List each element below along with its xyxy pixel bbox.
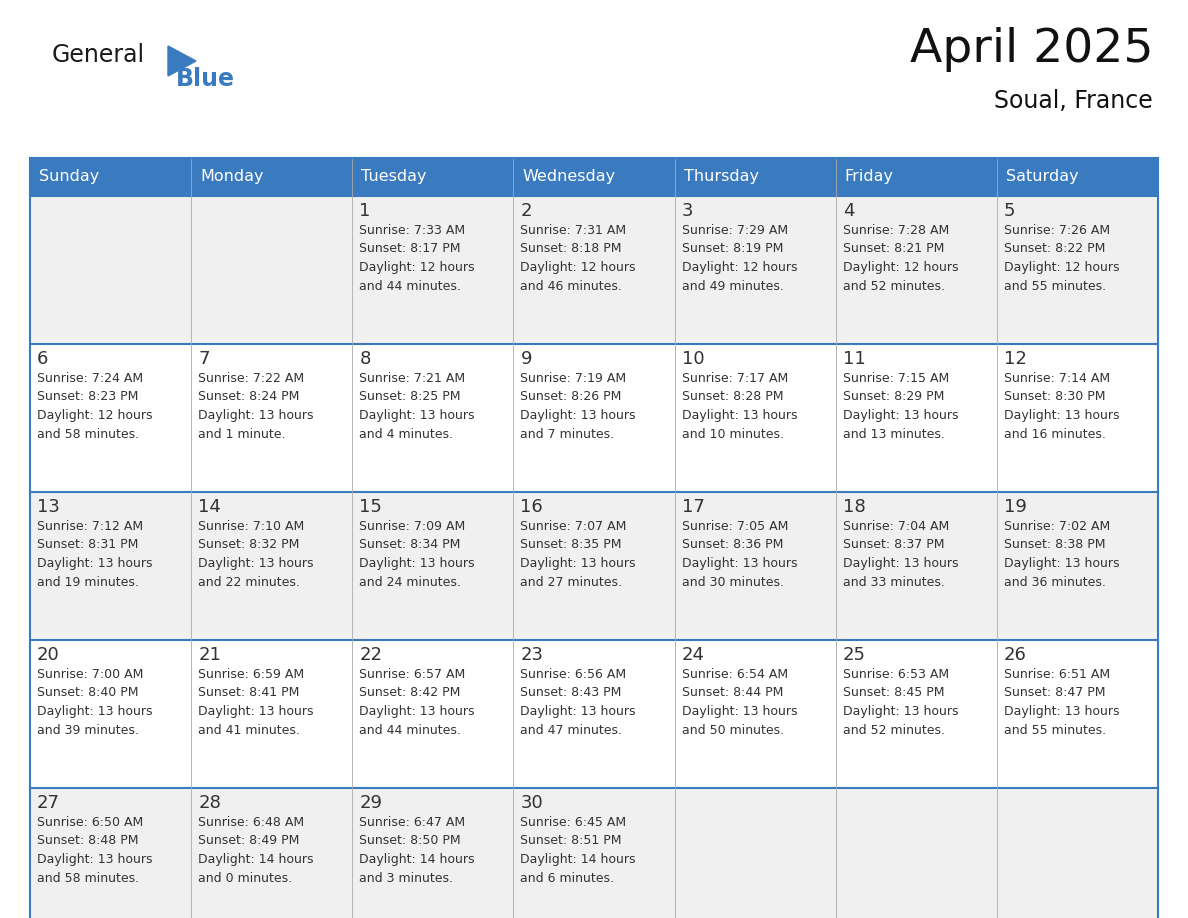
Text: Sunday: Sunday <box>39 170 100 185</box>
Bar <box>30 492 1158 640</box>
Text: 18: 18 <box>842 498 866 516</box>
Text: 11: 11 <box>842 350 866 368</box>
Text: Sunrise: 7:26 AM
Sunset: 8:22 PM
Daylight: 12 hours
and 55 minutes.: Sunrise: 7:26 AM Sunset: 8:22 PM Dayligh… <box>1004 224 1119 293</box>
Text: Sunrise: 7:09 AM
Sunset: 8:34 PM
Daylight: 13 hours
and 24 minutes.: Sunrise: 7:09 AM Sunset: 8:34 PM Dayligh… <box>359 520 475 588</box>
Text: 26: 26 <box>1004 646 1026 664</box>
Text: Soual, France: Soual, France <box>994 89 1154 113</box>
Bar <box>30 158 1158 196</box>
Text: Sunrise: 7:22 AM
Sunset: 8:24 PM
Daylight: 13 hours
and 1 minute.: Sunrise: 7:22 AM Sunset: 8:24 PM Dayligh… <box>198 372 314 441</box>
Text: 30: 30 <box>520 794 543 812</box>
Text: Sunrise: 6:51 AM
Sunset: 8:47 PM
Daylight: 13 hours
and 55 minutes.: Sunrise: 6:51 AM Sunset: 8:47 PM Dayligh… <box>1004 668 1119 736</box>
Text: 19: 19 <box>1004 498 1026 516</box>
Text: 21: 21 <box>198 646 221 664</box>
Text: 14: 14 <box>198 498 221 516</box>
Text: 13: 13 <box>37 498 59 516</box>
Text: Sunrise: 7:04 AM
Sunset: 8:37 PM
Daylight: 13 hours
and 33 minutes.: Sunrise: 7:04 AM Sunset: 8:37 PM Dayligh… <box>842 520 959 588</box>
Text: Sunrise: 6:48 AM
Sunset: 8:49 PM
Daylight: 14 hours
and 0 minutes.: Sunrise: 6:48 AM Sunset: 8:49 PM Dayligh… <box>198 816 314 885</box>
Text: Tuesday: Tuesday <box>361 170 426 185</box>
Text: Sunrise: 7:17 AM
Sunset: 8:28 PM
Daylight: 13 hours
and 10 minutes.: Sunrise: 7:17 AM Sunset: 8:28 PM Dayligh… <box>682 372 797 441</box>
Text: Sunrise: 6:47 AM
Sunset: 8:50 PM
Daylight: 14 hours
and 3 minutes.: Sunrise: 6:47 AM Sunset: 8:50 PM Dayligh… <box>359 816 475 885</box>
Text: Sunrise: 7:29 AM
Sunset: 8:19 PM
Daylight: 12 hours
and 49 minutes.: Sunrise: 7:29 AM Sunset: 8:19 PM Dayligh… <box>682 224 797 293</box>
Text: Sunrise: 7:28 AM
Sunset: 8:21 PM
Daylight: 12 hours
and 52 minutes.: Sunrise: 7:28 AM Sunset: 8:21 PM Dayligh… <box>842 224 959 293</box>
Text: Sunrise: 6:56 AM
Sunset: 8:43 PM
Daylight: 13 hours
and 47 minutes.: Sunrise: 6:56 AM Sunset: 8:43 PM Dayligh… <box>520 668 636 736</box>
Text: General: General <box>52 43 145 67</box>
Text: 1: 1 <box>359 202 371 220</box>
Text: Sunrise: 7:33 AM
Sunset: 8:17 PM
Daylight: 12 hours
and 44 minutes.: Sunrise: 7:33 AM Sunset: 8:17 PM Dayligh… <box>359 224 475 293</box>
Text: 28: 28 <box>198 794 221 812</box>
Text: Saturday: Saturday <box>1006 170 1079 185</box>
Bar <box>30 196 1158 344</box>
Text: Sunrise: 7:21 AM
Sunset: 8:25 PM
Daylight: 13 hours
and 4 minutes.: Sunrise: 7:21 AM Sunset: 8:25 PM Dayligh… <box>359 372 475 441</box>
Text: 24: 24 <box>682 646 704 664</box>
Text: 9: 9 <box>520 350 532 368</box>
Text: 16: 16 <box>520 498 543 516</box>
Bar <box>30 788 1158 918</box>
Text: Blue: Blue <box>176 67 235 91</box>
Polygon shape <box>168 46 196 76</box>
Text: 6: 6 <box>37 350 49 368</box>
Text: 4: 4 <box>842 202 854 220</box>
Text: Wednesday: Wednesday <box>523 170 615 185</box>
Text: 7: 7 <box>198 350 209 368</box>
Text: Sunrise: 6:50 AM
Sunset: 8:48 PM
Daylight: 13 hours
and 58 minutes.: Sunrise: 6:50 AM Sunset: 8:48 PM Dayligh… <box>37 816 152 885</box>
Text: Sunrise: 6:54 AM
Sunset: 8:44 PM
Daylight: 13 hours
and 50 minutes.: Sunrise: 6:54 AM Sunset: 8:44 PM Dayligh… <box>682 668 797 736</box>
Text: Sunrise: 6:53 AM
Sunset: 8:45 PM
Daylight: 13 hours
and 52 minutes.: Sunrise: 6:53 AM Sunset: 8:45 PM Dayligh… <box>842 668 959 736</box>
Text: Sunrise: 7:14 AM
Sunset: 8:30 PM
Daylight: 13 hours
and 16 minutes.: Sunrise: 7:14 AM Sunset: 8:30 PM Dayligh… <box>1004 372 1119 441</box>
Text: 23: 23 <box>520 646 543 664</box>
Text: Sunrise: 7:15 AM
Sunset: 8:29 PM
Daylight: 13 hours
and 13 minutes.: Sunrise: 7:15 AM Sunset: 8:29 PM Dayligh… <box>842 372 959 441</box>
Text: 29: 29 <box>359 794 383 812</box>
Text: 22: 22 <box>359 646 383 664</box>
Text: 12: 12 <box>1004 350 1026 368</box>
Text: 25: 25 <box>842 646 866 664</box>
Text: 20: 20 <box>37 646 59 664</box>
Text: Sunrise: 7:00 AM
Sunset: 8:40 PM
Daylight: 13 hours
and 39 minutes.: Sunrise: 7:00 AM Sunset: 8:40 PM Dayligh… <box>37 668 152 736</box>
Text: 5: 5 <box>1004 202 1016 220</box>
Text: 3: 3 <box>682 202 693 220</box>
Text: 27: 27 <box>37 794 61 812</box>
Text: Friday: Friday <box>845 170 893 185</box>
Text: Sunrise: 7:07 AM
Sunset: 8:35 PM
Daylight: 13 hours
and 27 minutes.: Sunrise: 7:07 AM Sunset: 8:35 PM Dayligh… <box>520 520 636 588</box>
Text: Sunrise: 7:12 AM
Sunset: 8:31 PM
Daylight: 13 hours
and 19 minutes.: Sunrise: 7:12 AM Sunset: 8:31 PM Dayligh… <box>37 520 152 588</box>
Text: 17: 17 <box>682 498 704 516</box>
Text: 2: 2 <box>520 202 532 220</box>
Text: April 2025: April 2025 <box>910 27 1154 72</box>
Text: 15: 15 <box>359 498 383 516</box>
Bar <box>30 640 1158 788</box>
Text: 8: 8 <box>359 350 371 368</box>
Text: Sunrise: 7:19 AM
Sunset: 8:26 PM
Daylight: 13 hours
and 7 minutes.: Sunrise: 7:19 AM Sunset: 8:26 PM Dayligh… <box>520 372 636 441</box>
Text: Sunrise: 7:02 AM
Sunset: 8:38 PM
Daylight: 13 hours
and 36 minutes.: Sunrise: 7:02 AM Sunset: 8:38 PM Dayligh… <box>1004 520 1119 588</box>
Text: Sunrise: 6:59 AM
Sunset: 8:41 PM
Daylight: 13 hours
and 41 minutes.: Sunrise: 6:59 AM Sunset: 8:41 PM Dayligh… <box>198 668 314 736</box>
Text: Sunrise: 7:10 AM
Sunset: 8:32 PM
Daylight: 13 hours
and 22 minutes.: Sunrise: 7:10 AM Sunset: 8:32 PM Dayligh… <box>198 520 314 588</box>
Text: Sunrise: 6:57 AM
Sunset: 8:42 PM
Daylight: 13 hours
and 44 minutes.: Sunrise: 6:57 AM Sunset: 8:42 PM Dayligh… <box>359 668 475 736</box>
Text: Sunrise: 6:45 AM
Sunset: 8:51 PM
Daylight: 14 hours
and 6 minutes.: Sunrise: 6:45 AM Sunset: 8:51 PM Dayligh… <box>520 816 636 885</box>
Bar <box>30 344 1158 492</box>
Text: Sunrise: 7:24 AM
Sunset: 8:23 PM
Daylight: 12 hours
and 58 minutes.: Sunrise: 7:24 AM Sunset: 8:23 PM Dayligh… <box>37 372 152 441</box>
Text: Thursday: Thursday <box>683 170 759 185</box>
Text: Sunrise: 7:05 AM
Sunset: 8:36 PM
Daylight: 13 hours
and 30 minutes.: Sunrise: 7:05 AM Sunset: 8:36 PM Dayligh… <box>682 520 797 588</box>
Text: Sunrise: 7:31 AM
Sunset: 8:18 PM
Daylight: 12 hours
and 46 minutes.: Sunrise: 7:31 AM Sunset: 8:18 PM Dayligh… <box>520 224 636 293</box>
Text: Monday: Monday <box>200 170 264 185</box>
Text: 10: 10 <box>682 350 704 368</box>
